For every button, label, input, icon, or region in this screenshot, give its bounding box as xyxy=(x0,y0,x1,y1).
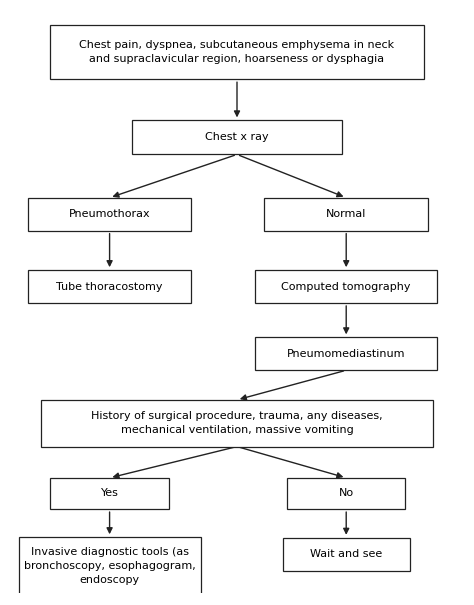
Text: Chest x ray: Chest x ray xyxy=(205,132,269,142)
Text: Tube thoracostomy: Tube thoracostomy xyxy=(56,281,163,292)
Text: No: No xyxy=(338,488,354,499)
FancyBboxPatch shape xyxy=(18,537,201,594)
Text: Computed tomography: Computed tomography xyxy=(282,281,411,292)
FancyBboxPatch shape xyxy=(283,538,410,571)
FancyBboxPatch shape xyxy=(255,270,437,303)
FancyBboxPatch shape xyxy=(41,400,433,446)
Text: History of surgical procedure, trauma, any diseases,
mechanical ventilation, mas: History of surgical procedure, trauma, a… xyxy=(91,411,383,435)
Text: Pneumomediastinum: Pneumomediastinum xyxy=(287,348,405,359)
FancyBboxPatch shape xyxy=(264,198,428,231)
FancyBboxPatch shape xyxy=(255,337,437,370)
FancyBboxPatch shape xyxy=(27,270,191,303)
FancyBboxPatch shape xyxy=(27,198,191,231)
Text: Yes: Yes xyxy=(100,488,118,499)
Text: Invasive diagnostic tools (as
bronchoscopy, esophagogram,
endoscopy: Invasive diagnostic tools (as bronchosco… xyxy=(24,546,195,584)
Text: Pneumothorax: Pneumothorax xyxy=(69,209,150,219)
Text: Normal: Normal xyxy=(326,209,366,219)
FancyBboxPatch shape xyxy=(50,477,169,509)
FancyBboxPatch shape xyxy=(132,120,342,154)
Text: Chest pain, dyspnea, subcutaneous emphysema in neck
and supraclavicular region, : Chest pain, dyspnea, subcutaneous emphys… xyxy=(80,40,394,64)
FancyBboxPatch shape xyxy=(287,477,405,509)
Text: Wait and see: Wait and see xyxy=(310,549,383,559)
FancyBboxPatch shape xyxy=(50,25,424,79)
